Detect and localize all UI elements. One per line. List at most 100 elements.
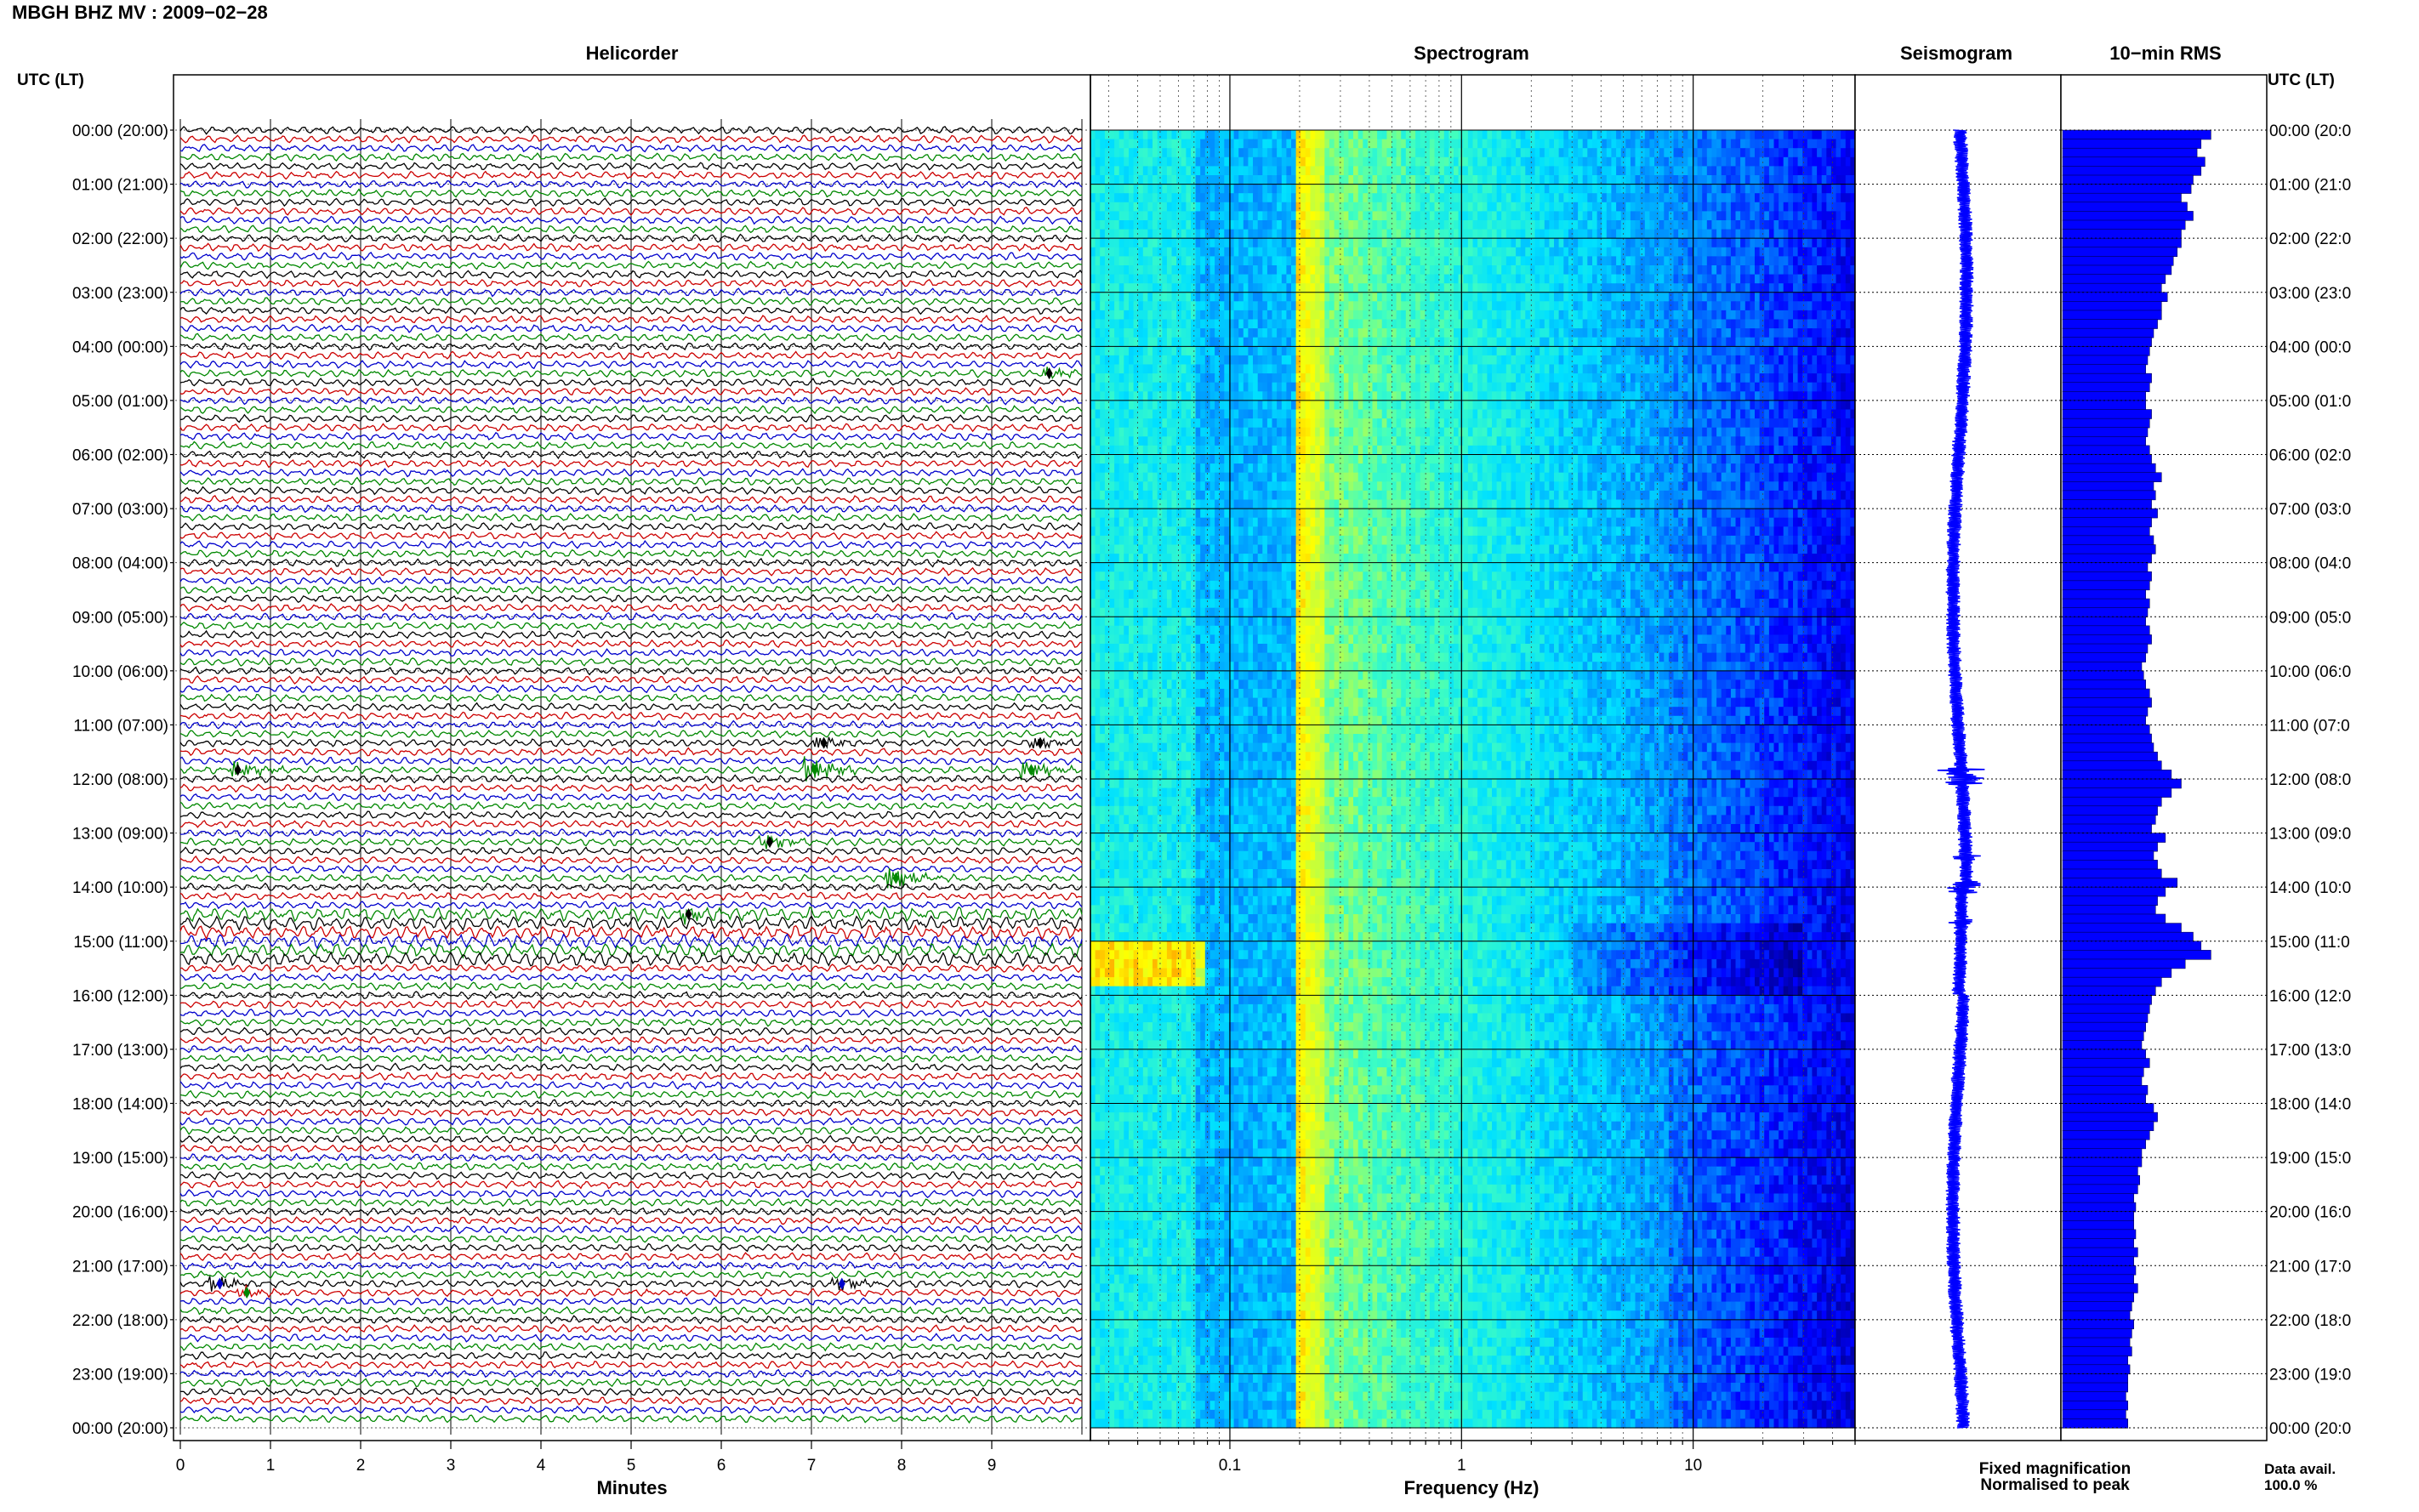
spectrogram-cell <box>1439 238 1444 247</box>
spectrogram-cell <box>1740 230 1745 239</box>
spectrogram-cell <box>1162 383 1167 392</box>
spectrogram-cell <box>1272 202 1278 212</box>
spectrogram-cell <box>1444 256 1449 265</box>
spectrogram-cell <box>1258 238 1263 247</box>
spectrogram-cell <box>1420 310 1426 320</box>
spectrogram-cell <box>1286 338 1291 347</box>
spectrogram-cell <box>1702 338 1707 347</box>
spectrogram-cell <box>1702 320 1707 329</box>
spectrogram-cell <box>1726 238 1731 247</box>
spectrogram-cell <box>1846 185 1851 194</box>
spectrogram-cell <box>1574 328 1579 338</box>
spectrogram-cell <box>1669 283 1674 293</box>
spectrogram-cell <box>1764 220 1769 230</box>
spectrogram-cell <box>1430 175 1435 185</box>
spectrogram-cell <box>1497 139 1502 149</box>
spectrogram-cell <box>1181 247 1187 257</box>
spectrogram-cell <box>1707 328 1712 338</box>
spectrogram-cell <box>1286 211 1291 220</box>
spectrogram-cell <box>1344 293 1349 302</box>
spectrogram-cell <box>1516 130 1521 139</box>
spectrogram-cell <box>1563 220 1568 230</box>
spectrogram-cell <box>1411 355 1416 365</box>
spectrogram-cell <box>1100 175 1105 185</box>
spectrogram-cell <box>1353 346 1358 355</box>
spectrogram-cell <box>1497 256 1502 265</box>
spectrogram-cell <box>1238 310 1244 320</box>
spectrogram-cell <box>1411 383 1416 392</box>
spectrogram-cell <box>1463 185 1468 194</box>
spectrogram-cell <box>1616 157 1621 167</box>
spectrogram-cell <box>1143 293 1148 302</box>
spectrogram-cell <box>1574 148 1579 157</box>
spectrogram-cell <box>1521 293 1526 302</box>
spectrogram-cell <box>1711 365 1716 374</box>
spectrogram-cell <box>1363 383 1368 392</box>
spectrogram-cell <box>1401 346 1406 355</box>
spectrogram-cell <box>1253 193 1258 202</box>
spectrogram-cell <box>1444 383 1449 392</box>
spectrogram-cell <box>1831 193 1836 202</box>
spectrogram-cell <box>1401 373 1406 383</box>
spectrogram-cell <box>1335 247 1340 257</box>
spectrogram-cell <box>1540 238 1545 247</box>
spectrogram-cell <box>1521 256 1526 265</box>
spectrogram-cell <box>1172 211 1177 220</box>
spectrogram-cell <box>1535 383 1540 392</box>
spectrogram-cell <box>1186 166 1191 175</box>
spectrogram-cell <box>1186 283 1191 293</box>
spectrogram-cell <box>1755 283 1760 293</box>
spectrogram-cell <box>1760 185 1765 194</box>
spectrogram-cell <box>1645 247 1650 257</box>
spectrogram-cell <box>1755 310 1760 320</box>
spectrogram-cell <box>1698 365 1703 374</box>
spectrogram-cell <box>1669 238 1674 247</box>
spectrogram-cell <box>1636 247 1641 257</box>
spectrogram-cell <box>1234 320 1239 329</box>
spectrogram-cell <box>1559 220 1564 230</box>
spectrogram-cell <box>1740 256 1745 265</box>
spectrogram-cell <box>1492 283 1497 293</box>
spectrogram-cell <box>1353 383 1358 392</box>
spectrogram-cell <box>1487 247 1492 257</box>
spectrogram-cell <box>1291 211 1296 220</box>
spectrogram-cell <box>1788 373 1793 383</box>
spectrogram-cell <box>1750 247 1755 257</box>
spectrogram-cell <box>1636 293 1641 302</box>
spectrogram-cell <box>1736 293 1741 302</box>
spectrogram-cell <box>1454 338 1459 347</box>
spectrogram-cell <box>1559 148 1564 157</box>
spectrogram-cell <box>1726 265 1731 275</box>
spectrogram-cell <box>1774 346 1779 355</box>
spectrogram-cell <box>1291 130 1296 139</box>
spectrogram-cell <box>1353 293 1358 302</box>
time-label: 11:00 (07:00) <box>73 717 168 735</box>
spectrogram-cell <box>1798 355 1803 365</box>
spectrogram-cell <box>1181 166 1187 175</box>
spectrogram-cell <box>1096 328 1101 338</box>
spectrogram-cell <box>1477 383 1483 392</box>
spectrogram-cell <box>1286 230 1291 239</box>
spectrogram-cell <box>1817 238 1822 247</box>
spectrogram-cell <box>1324 310 1329 320</box>
spectrogram-cell <box>1487 175 1492 185</box>
spectrogram-cell <box>1788 185 1793 194</box>
spectrogram-cell <box>1449 301 1454 310</box>
spectrogram-cell <box>1253 355 1258 365</box>
spectrogram-cell <box>1096 238 1101 247</box>
spectrogram-cell <box>1525 139 1530 149</box>
right-time-label: 10:00 (06:0 <box>2269 663 2351 681</box>
spectrogram-cell <box>1420 301 1426 310</box>
spectrogram-cell <box>1162 211 1167 220</box>
spectrogram-cell <box>1277 211 1282 220</box>
spectrogram-cell <box>1339 310 1344 320</box>
spectrogram-cell <box>1836 202 1841 212</box>
spectrogram-cell <box>1511 148 1517 157</box>
spectrogram-cell <box>1244 391 1249 401</box>
spectrogram-cell <box>1258 166 1263 175</box>
spectrogram-cell <box>1664 355 1669 365</box>
spectrogram-cell <box>1306 175 1311 185</box>
spectrogram-cell <box>1210 157 1215 167</box>
spectrogram-cell <box>1329 265 1335 275</box>
spectrogram-cell <box>1798 230 1803 239</box>
